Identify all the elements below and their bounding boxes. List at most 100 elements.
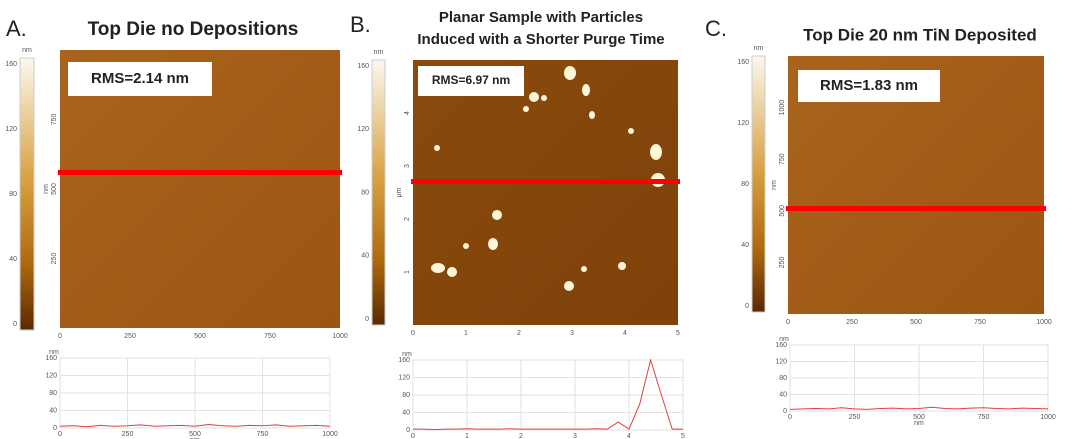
particle xyxy=(628,128,634,134)
image-x-tick: 1000 xyxy=(332,333,348,340)
image-x-tick: 4 xyxy=(623,330,627,337)
colorbar-unit: nm xyxy=(374,49,384,56)
rms-label: RMS=2.14 nm xyxy=(91,70,189,87)
profile-y-tick: 120 xyxy=(775,358,787,365)
particle xyxy=(529,92,539,102)
colorbar-tick: 160 xyxy=(5,61,17,68)
colorbar-tick: 0 xyxy=(365,316,369,323)
particle xyxy=(492,210,502,220)
profile-line xyxy=(59,423,331,428)
rms-box xyxy=(68,62,212,96)
image-x-tick: 5 xyxy=(676,330,680,337)
image-y-tick: 750 xyxy=(779,153,786,165)
image-x-tick: 0 xyxy=(58,333,62,340)
image-y-tick: 750 xyxy=(51,114,58,126)
colorbar-tick: 40 xyxy=(9,256,17,263)
colorbar-tick: 40 xyxy=(361,253,369,260)
image-x-tick: 250 xyxy=(846,319,858,326)
image-y-unit: μm xyxy=(396,187,403,197)
image-y-tick: 500 xyxy=(779,205,786,217)
profile-y-tick: 40 xyxy=(49,407,57,414)
profile-x-tick: 3 xyxy=(573,433,577,439)
profile-x-tick: 1 xyxy=(465,433,469,439)
profile-line-marker xyxy=(786,206,1046,211)
profile-x-unit: nm xyxy=(914,420,924,427)
particle xyxy=(581,266,587,272)
image-x-tick: 0 xyxy=(411,330,415,337)
colorbar-tick: 80 xyxy=(9,191,17,198)
colorbar-tick: 40 xyxy=(741,242,749,249)
image-x-tick: 500 xyxy=(910,319,922,326)
afm-image xyxy=(413,60,678,325)
colorbar-tick: 0 xyxy=(745,303,749,310)
particle xyxy=(564,281,574,291)
profile-x-tick: 750 xyxy=(978,414,990,421)
colorbar-tick: 160 xyxy=(357,63,369,70)
profile-x-tick: 500 xyxy=(189,431,201,438)
profile-line xyxy=(413,358,683,431)
image-x-tick: 250 xyxy=(124,333,136,340)
profile-x-tick: 5 xyxy=(681,433,685,439)
particle xyxy=(434,145,440,151)
colorbar-tick: 120 xyxy=(5,126,17,133)
colorbar-tick: 160 xyxy=(737,59,749,66)
image-y-tick: 3 xyxy=(404,164,411,168)
image-y-tick: 2 xyxy=(404,217,411,221)
particle xyxy=(488,238,498,250)
panel-letter: B. xyxy=(350,12,371,37)
image-x-tick: 1 xyxy=(464,330,468,337)
image-x-tick: 0 xyxy=(786,319,790,326)
profile-y-tick: 160 xyxy=(45,355,57,362)
profile-line-marker xyxy=(411,179,680,184)
image-y-unit: nm xyxy=(771,180,778,190)
panel-letter: A. xyxy=(6,16,27,41)
profile-y-tick: 0 xyxy=(406,427,410,434)
image-y-unit: nm xyxy=(43,184,50,194)
colorbar-tick: 0 xyxy=(13,321,17,328)
profile-x-tick: 0 xyxy=(58,431,62,438)
profile-y-tick: 0 xyxy=(53,425,57,432)
colorbar xyxy=(19,57,35,331)
particle xyxy=(523,106,529,112)
image-y-tick: 250 xyxy=(779,256,786,268)
rms-label: RMS=1.83 nm xyxy=(820,77,918,94)
afm-image xyxy=(60,50,340,328)
colorbar xyxy=(371,59,386,326)
profile-x-tick: 250 xyxy=(849,414,861,421)
profile-y-tick: 120 xyxy=(45,372,57,379)
profile-y-tick: 120 xyxy=(398,374,410,381)
image-y-tick: 500 xyxy=(51,183,58,195)
particle xyxy=(541,95,547,101)
panel-title: Induced with a Shorter Purge Time xyxy=(417,31,664,48)
colorbar-tick: 120 xyxy=(737,120,749,127)
panel-title: Top Die no Depositions xyxy=(88,19,299,40)
colorbar-unit: nm xyxy=(754,45,764,52)
panel-title: Planar Sample with Particles xyxy=(439,9,643,26)
profile-y-tick: 80 xyxy=(402,392,410,399)
profile-unit: nm xyxy=(49,349,59,356)
colorbar-unit: nm xyxy=(22,47,32,54)
profile-x-tick: 1000 xyxy=(322,431,338,438)
colorbar-tick: 80 xyxy=(361,189,369,196)
profile-y-tick: 80 xyxy=(779,375,787,382)
image-x-tick: 500 xyxy=(194,333,206,340)
profile-x-tick: 2 xyxy=(519,433,523,439)
panel-title: Top Die 20 nm TiN Deposited xyxy=(803,25,1037,44)
profile-x-tick: 750 xyxy=(257,431,269,438)
particle xyxy=(447,267,457,277)
particle xyxy=(582,84,590,96)
profile-y-tick: 160 xyxy=(398,357,410,364)
image-y-tick: 1000 xyxy=(779,100,786,116)
profile-unit: nm xyxy=(402,351,412,358)
image-x-tick: 3 xyxy=(570,330,574,337)
profile-y-tick: 0 xyxy=(783,408,787,415)
panel-letter: C. xyxy=(705,16,727,41)
image-x-tick: 750 xyxy=(264,333,276,340)
rms-box xyxy=(418,66,524,96)
image-x-tick: 1000 xyxy=(1036,319,1052,326)
particle xyxy=(589,111,595,119)
profile-x-tick: 0 xyxy=(788,414,792,421)
colorbar xyxy=(751,55,766,313)
particle xyxy=(564,66,576,80)
profile-x-tick: 0 xyxy=(411,433,415,439)
